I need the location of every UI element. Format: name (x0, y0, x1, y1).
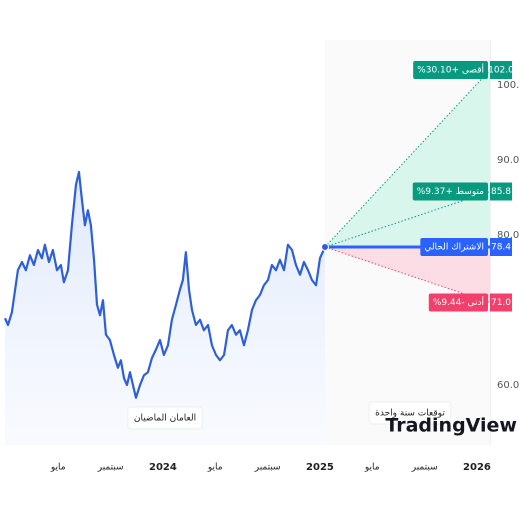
price-label: 78.4 (491, 243, 511, 253)
forecast-label-text: الاشتراك الحالي (424, 243, 484, 253)
x-tick-label: مايو (50, 463, 66, 473)
forecast-label: أقصى +30.10% (413, 61, 488, 79)
price-label: 85.8 (491, 187, 511, 197)
x-tick-label: 2026 (463, 462, 491, 473)
y-tick-label: 60.0 (497, 380, 519, 391)
forecast-line (324, 191, 491, 248)
forecast-label-text: أدنى -9.44% (433, 296, 484, 308)
forecast-label: الاشتراك الحالي (420, 238, 488, 256)
logo: TradingView (385, 415, 517, 437)
forecast-label-bg (428, 293, 488, 312)
x-tick-label: مايو (207, 463, 223, 473)
x-tick-label: 2024 (149, 462, 177, 473)
price-label-bg (490, 182, 512, 201)
y-tick-label: 100.0 (497, 80, 520, 91)
last-point (320, 243, 329, 251)
forecast-label-bg (413, 61, 488, 79)
forecast-label-bg (420, 238, 488, 256)
price-label: 71.0 (491, 298, 511, 308)
forecast-label-text: أقصى +30.10% (417, 64, 484, 76)
forecast-label-text: متوسط +9.37% (417, 187, 484, 197)
forecast-label: أدنى -9.44% (428, 293, 488, 312)
y-tick-label: 90.0 (497, 155, 519, 166)
forecast-line (324, 246, 491, 303)
annotation: العامان الماضيان (127, 406, 203, 430)
x-tick-label: سبتمبر (97, 463, 124, 473)
price-line (3, 170, 326, 399)
forecast-up-area (324, 70, 490, 247)
annotation-text: توقعات سنة واحدة (375, 409, 445, 419)
price-label-bg (490, 293, 512, 312)
x-tick-label: مايو (364, 463, 380, 473)
y-tick-label: 80.0 (497, 230, 519, 241)
annotation-bg (127, 406, 203, 430)
price-label-bg (490, 238, 512, 256)
annotation: توقعات سنة واحدة (368, 401, 452, 425)
x-tick-label: سبتمبر (411, 463, 438, 473)
forecast-label: متوسط +9.37% (412, 182, 488, 201)
x-tick-label: سبتمبر (254, 463, 281, 473)
forecast-label-bg (412, 182, 488, 201)
price-label-bg (490, 61, 512, 79)
annotation-text: العامان الماضيان (134, 414, 196, 424)
x-tick-label: 2025 (306, 462, 334, 473)
area-fill (5, 172, 325, 445)
annotation-bg (368, 401, 452, 425)
price-label: 102.0 (488, 66, 514, 76)
